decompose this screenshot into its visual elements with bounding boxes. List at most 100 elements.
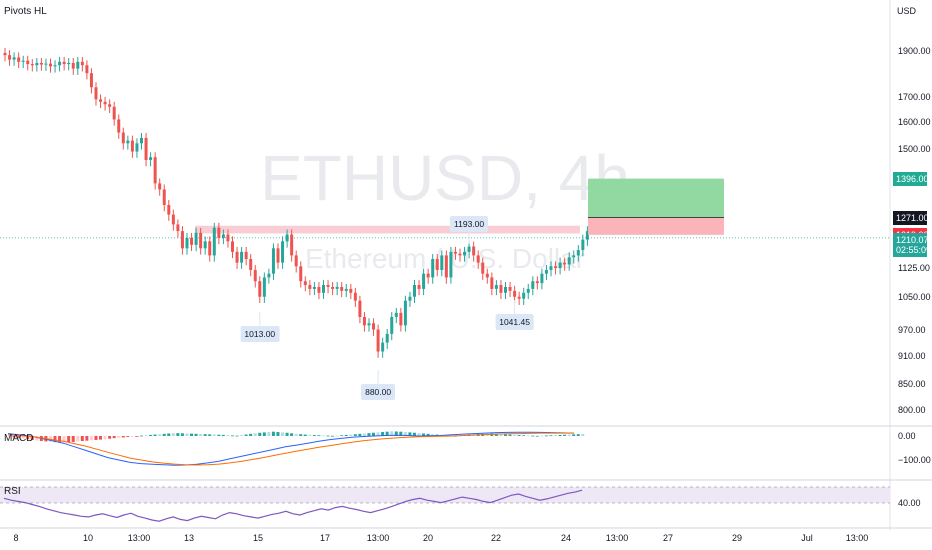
macd-histogram-bar — [358, 433, 362, 436]
candle-body — [385, 333, 389, 343]
macd-histogram-bar — [12, 436, 16, 438]
macd-histogram-bar — [403, 432, 407, 436]
candle-body — [340, 286, 344, 291]
candle-body — [249, 258, 253, 270]
candle-body — [526, 288, 530, 293]
pivot-label: 1193.00 — [450, 215, 489, 232]
macd-histogram-bar — [494, 433, 498, 436]
candle-body — [467, 246, 471, 252]
candle-body — [458, 253, 462, 256]
macd-histogram-bar — [381, 432, 385, 436]
macd-histogram-bar — [108, 436, 112, 439]
candle-body — [558, 262, 562, 269]
candle-body — [49, 63, 52, 67]
macd-histogram-bar — [176, 433, 180, 436]
candle-body — [76, 61, 80, 69]
price-tag: 1271.00 — [893, 210, 929, 225]
macd-histogram-bar — [412, 432, 416, 436]
macd-histogram-bar — [240, 435, 244, 436]
candle-body — [281, 241, 285, 263]
macd-histogram-bar — [317, 435, 321, 437]
price-tick-label: 970.00 — [898, 324, 926, 335]
candle-body — [30, 64, 34, 66]
macd-histogram-bar — [567, 434, 571, 436]
candle-body — [244, 251, 248, 259]
candle-body — [258, 281, 262, 297]
macd-histogram-bar — [285, 432, 289, 436]
macd-histogram-bar — [362, 433, 366, 436]
candle-body — [8, 55, 12, 60]
macd-histogram-bar — [126, 436, 130, 437]
macd-histogram-bar — [340, 435, 344, 437]
macd-histogram-bar — [21, 436, 25, 439]
candle-body — [144, 137, 148, 161]
time-tick-label: 17 — [319, 533, 331, 543]
price-tick-label: 1600.00 — [898, 117, 931, 128]
macd-histogram-bar — [290, 433, 294, 436]
candle-body — [226, 234, 230, 242]
macd-histogram-bar — [417, 433, 421, 436]
candle-body — [472, 246, 476, 256]
time-tick-label: 27 — [662, 533, 674, 543]
time-tick-label: 10 — [82, 533, 94, 543]
candle-body — [476, 255, 480, 263]
candle-body — [567, 257, 571, 265]
candle-body — [585, 231, 589, 240]
candle-body — [135, 143, 139, 152]
time-tick-label: 13:00 — [605, 533, 629, 543]
candle-body — [303, 281, 307, 286]
candle-body — [390, 316, 394, 334]
macd-histogram-bar — [367, 433, 371, 436]
candle-body — [504, 286, 507, 293]
candle-body — [563, 262, 567, 265]
macd-label: MACD — [4, 433, 34, 444]
macd-histogram-bar — [258, 432, 262, 436]
macd-histogram-bar — [76, 436, 80, 442]
macd-histogram-bar — [554, 435, 557, 436]
macd-histogram-bar — [526, 435, 530, 437]
macd-histogram-bar — [235, 435, 239, 437]
candle-body — [417, 285, 421, 289]
macd-histogram-bar — [549, 435, 553, 437]
rsi-label: RSI — [4, 486, 21, 497]
candle-body — [322, 285, 325, 293]
macd-histogram-bar — [190, 433, 193, 436]
candle-body — [253, 269, 257, 282]
macd-histogram-bar — [372, 432, 375, 436]
macd-histogram-bar — [203, 434, 207, 436]
macd-histogram-bar — [535, 435, 539, 437]
price-tick-label: 1050.00 — [898, 291, 931, 302]
candle-body — [285, 234, 289, 242]
candle-body — [262, 277, 266, 297]
macd-histogram-bar — [394, 431, 398, 436]
time-tick-label: 13:00 — [127, 533, 151, 543]
candle-body — [394, 312, 398, 317]
macd-histogram-bar — [249, 433, 253, 436]
candle-body — [231, 241, 234, 252]
candle-body — [267, 273, 271, 278]
macd-histogram-bar — [226, 435, 230, 436]
macd-histogram-bar — [171, 433, 175, 436]
macd-histogram-bar — [517, 435, 521, 436]
candle-body — [290, 234, 294, 256]
pivot-label: 1013.00 — [240, 325, 280, 342]
macd-histogram-bar — [130, 436, 134, 437]
macd-histogram-bar — [331, 435, 335, 437]
macd-histogram-bar — [35, 436, 39, 441]
macd-histogram-bar — [262, 432, 266, 436]
macd-histogram-bar — [62, 436, 66, 443]
price-tick-label: 800.00 — [898, 404, 926, 415]
macd-histogram-bar — [581, 433, 585, 436]
candle-body — [499, 285, 503, 293]
candle-body — [235, 251, 239, 263]
candle-body — [299, 266, 303, 282]
candle-body — [444, 255, 448, 278]
candle-body — [376, 329, 380, 352]
position-stop-zone — [588, 217, 724, 235]
candle-body — [80, 61, 84, 66]
candle-body — [367, 323, 371, 326]
candle-body — [99, 99, 103, 102]
candle-body — [185, 237, 189, 249]
candle-body — [435, 258, 439, 270]
